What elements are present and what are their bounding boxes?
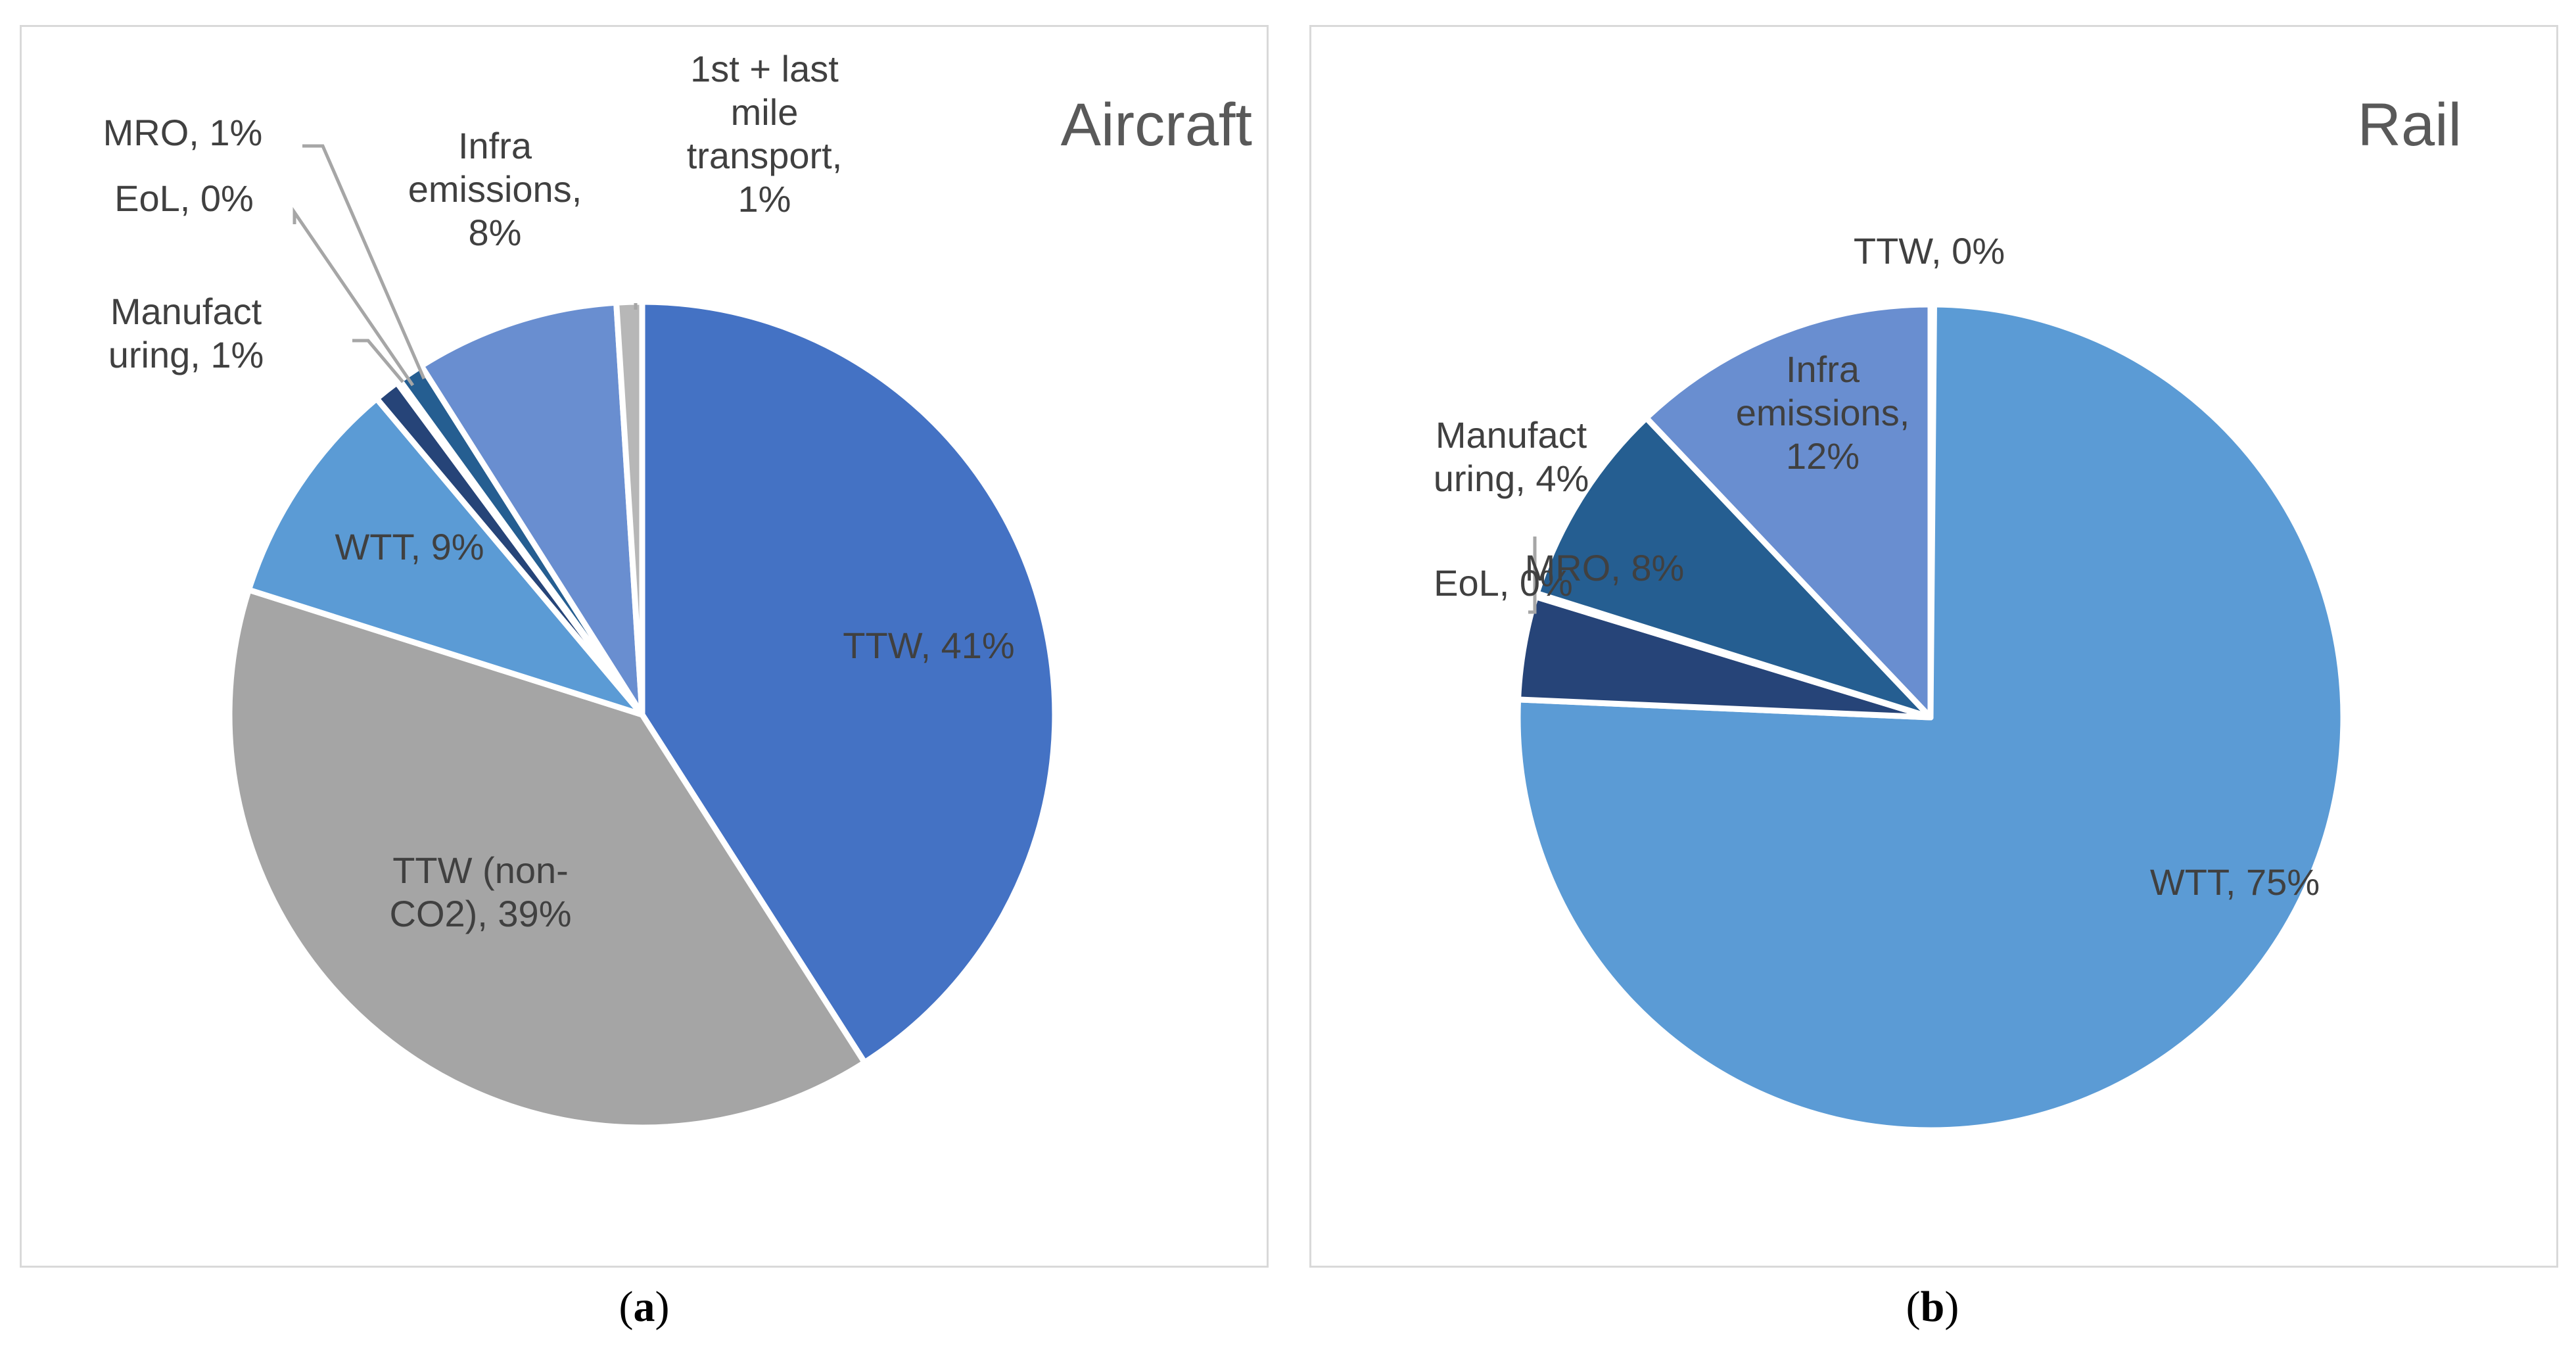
pie-slice-1st-last-mile-transport xyxy=(613,299,645,718)
caption-a: (a) xyxy=(619,1283,670,1331)
pie-slice-infra-emissions xyxy=(418,299,645,718)
chart-title: Rail xyxy=(2358,91,2462,158)
panel-label: a xyxy=(633,1283,655,1331)
data-label-manufacturing: Manufact uring, 4% xyxy=(1434,414,1589,499)
data-label-mro: MRO, 1% xyxy=(103,112,263,153)
pie-slice-ttw-non-co2 xyxy=(226,586,868,1131)
data-label-infra-emissions: Infra emissions, 12% xyxy=(1736,348,1910,477)
rail-pie-chart: Rail TTW, 0% WTT, 75% Manufact uring, 4% EoL… xyxy=(1434,91,2462,1134)
data-label-manufacturing: Manufact uring, 1% xyxy=(108,291,264,375)
chart-title: Aircraft xyxy=(1061,91,1252,158)
data-label-wtt: WTT, 9% xyxy=(335,526,484,567)
pie-slice-wtt xyxy=(245,395,645,718)
aircraft-chart-panel: Aircraft TTW, 41% TTW (non-CO2), 39% WTT, … xyxy=(20,25,1269,1268)
data-label-ttw: TTW, 41% xyxy=(843,625,1014,666)
pie-slice-infra-emissions xyxy=(1643,301,1934,721)
data-label-1st-last-mile-transport: 1st + last mile transport, 1% xyxy=(687,48,843,220)
leader-line-eol xyxy=(293,206,415,387)
data-label-infra-emissions: Infra emissions, 8% xyxy=(408,125,582,253)
data-label-eol: EoL, 0% xyxy=(1434,562,1573,604)
caption-b: (b) xyxy=(1906,1283,1959,1331)
rail-chart-panel: Rail TTW, 0% WTT, 75% Manufact uring, 4% EoL… xyxy=(1309,25,2558,1268)
aircraft-pie-chart: Aircraft TTW, 41% TTW (non-CO2), 39% WTT, … xyxy=(103,48,1252,1131)
pie-slice-mro xyxy=(1534,415,1934,721)
data-label-mro: MRO, 8% xyxy=(1525,547,1685,588)
leader-line-eol xyxy=(1528,537,1537,614)
leader-line-mro xyxy=(302,144,426,379)
data-label-eol: EoL, 0% xyxy=(114,178,254,219)
data-label-ttw: TTW, 0% xyxy=(1854,230,2005,272)
data-label-wtt: WTT, 75% xyxy=(2150,861,2320,903)
panel-label: b xyxy=(1920,1283,1945,1331)
data-label-ttw-non-co2: TTW (non-CO2), 39% xyxy=(390,849,572,934)
leader-line-manufacturing xyxy=(352,339,404,383)
